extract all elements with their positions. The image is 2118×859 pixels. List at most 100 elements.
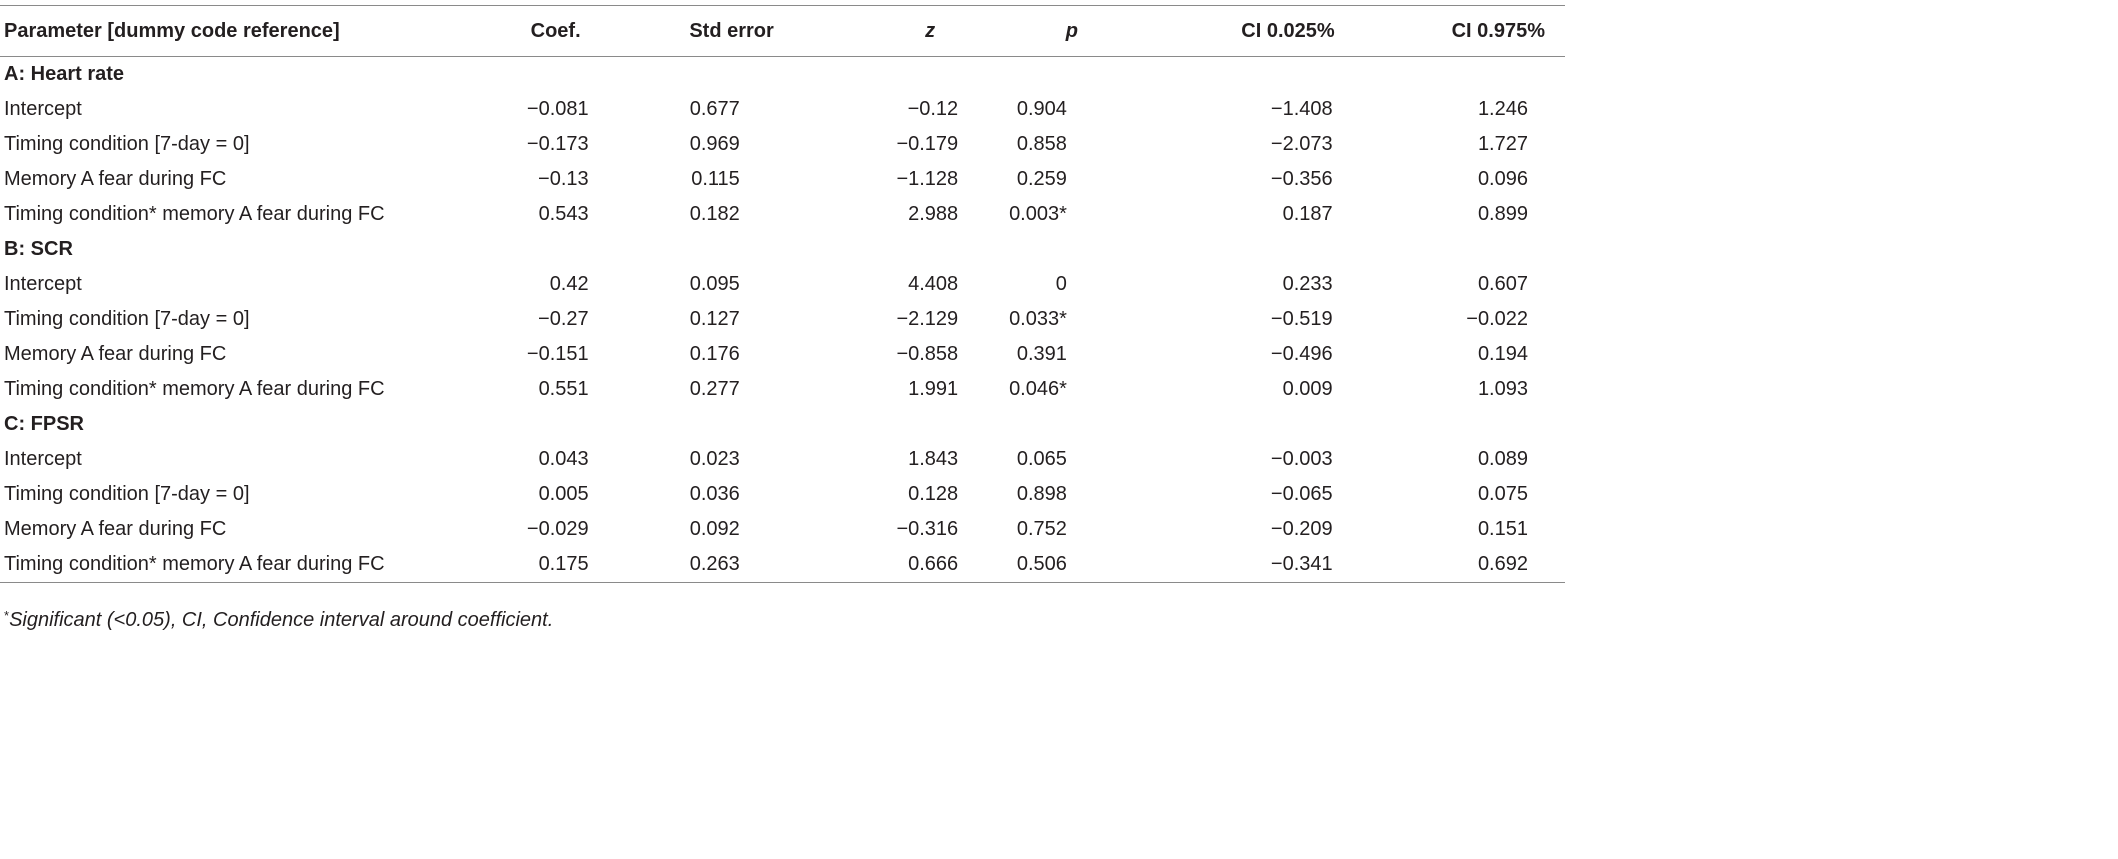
cell-p: 0.898 [1016,483,1067,505]
cell-z: 2.988 [908,203,959,225]
table-row: Timing condition* memory A fear during F… [0,197,1565,232]
cell-coef: −0.27 [538,308,589,330]
footnote-text: Significant (<0.05), CI, Confidence inte… [9,609,554,631]
cell-coef: −0.151 [526,343,589,365]
cell-ci-lower: −2.073 [1270,133,1333,155]
cell-parameter: Timing condition [7-day = 0] [4,133,250,155]
cell-ci-lower: −0.065 [1270,483,1333,505]
cell-ci-upper: 0.194 [1477,343,1528,365]
cell-z: 0.128 [908,483,959,505]
table-body: A: Heart rate Intercept −0.081 0.677 −0.12 0.… [0,57,1565,583]
header-ci-upper: CI 0.975% [1334,5,1565,57]
section-title: B: SCR [4,238,73,260]
cell-ci-lower: 0.233 [1282,273,1333,295]
header-std-error: Std error [592,5,774,57]
page: Parameter [dummy code reference] Coef. Std… [0,5,1565,632]
section-row: C: FPSR [0,407,1565,442]
cell-z: 1.991 [908,378,959,400]
table-row: Timing condition* memory A fear during F… [0,372,1565,407]
cell-p: 0.858 [1016,133,1067,155]
cell-std-error: 0.036 [689,483,740,505]
header-z: z [773,5,966,57]
cell-z: −1.128 [896,168,959,190]
cell-parameter: Timing condition* memory A fear during F… [4,203,385,225]
cell-ci-lower: −1.408 [1270,98,1333,120]
cell-p: 0.033* [1009,308,1067,330]
table-row: Memory A fear during FC −0.13 0.115 −1.128 0… [0,162,1565,197]
cell-z: −0.179 [896,133,959,155]
cell-coef: −0.081 [526,98,589,120]
cell-coef: 0.551 [538,378,589,400]
header-p: p [965,5,1128,57]
cell-std-error: 0.095 [689,273,740,295]
cell-p: 0.904 [1016,98,1067,120]
cell-p: 0.506 [965,547,1128,583]
table-row: Intercept 0.043 0.023 1.843 0.065 −0.003 0.089 [0,442,1565,477]
table-row: Memory A fear during FC −0.151 0.176 −0.858… [0,337,1565,372]
cell-coef: 0.543 [538,203,589,225]
section-title: A: Heart rate [4,63,125,85]
cell-p: 0.391 [1016,343,1067,365]
cell-ci-lower: −0.003 [1270,448,1333,470]
cell-parameter: Memory A fear during FC [4,168,227,190]
cell-z: −0.858 [896,343,959,365]
table-row: Timing condition [7-day = 0] −0.27 0.127 −2… [0,302,1565,337]
cell-std-error: 0.969 [689,133,740,155]
section-row: A: Heart rate [0,57,1565,93]
cell-ci-upper: 0.607 [1477,273,1528,295]
cell-std-error: 0.176 [689,343,740,365]
cell-coef: 0.175 [450,547,593,583]
cell-z: −0.316 [896,518,959,540]
cell-ci-lower: −0.209 [1270,518,1333,540]
cell-std-error: 0.023 [689,448,740,470]
cell-z: 0.666 [773,547,966,583]
cell-parameter: Timing condition [7-day = 0] [4,308,250,330]
cell-ci-upper: 1.093 [1477,378,1528,400]
section-row: B: SCR [0,232,1565,267]
cell-coef: 0.42 [549,273,589,295]
cell-p: 0.065 [1016,448,1067,470]
cell-ci-upper: 0.075 [1477,483,1528,505]
cell-p: 0.046* [1009,378,1067,400]
table-row: Timing condition [7-day = 0] 0.005 0.036 0.… [0,477,1565,512]
cell-parameter: Memory A fear during FC [4,343,227,365]
cell-parameter: Intercept [4,98,82,120]
cell-parameter: Intercept [4,273,82,295]
cell-ci-upper: −0.022 [1466,308,1528,330]
cell-parameter: Timing condition* memory A fear during F… [0,547,451,583]
header-ci-lower: CI 0.025% [1127,5,1335,57]
cell-std-error: 0.092 [689,518,740,540]
cell-p: 0.259 [1016,168,1067,190]
cell-coef: −0.173 [526,133,589,155]
cell-p: 0 [1055,273,1067,295]
cell-std-error: 0.115 [691,168,740,190]
cell-ci-lower: −0.341 [1127,547,1335,583]
cell-coef: 0.005 [538,483,589,505]
cell-ci-lower: −0.519 [1270,308,1333,330]
cell-z: −0.12 [907,98,959,120]
header-row: Parameter [dummy code reference] Coef. Std… [0,5,1565,57]
cell-ci-lower: 0.009 [1282,378,1333,400]
cell-ci-upper: 0.151 [1477,518,1528,540]
cell-std-error: 0.182 [689,203,740,225]
cell-ci-upper: 0.096 [1477,168,1528,190]
cell-p: 0.003* [1009,203,1067,225]
cell-z: 1.843 [908,448,959,470]
cell-parameter: Timing condition [7-day = 0] [4,483,250,505]
cell-ci-upper: 1.727 [1477,133,1528,155]
cell-std-error: 0.677 [689,98,740,120]
cell-parameter: Intercept [4,448,82,470]
cell-z: 4.408 [908,273,959,295]
cell-std-error: 0.277 [689,378,740,400]
table-row: Intercept 0.42 0.095 4.408 0 0.233 0.607 [0,267,1565,302]
footnote-marker: * [4,608,10,623]
results-table: Parameter [dummy code reference] Coef. Std… [0,5,1565,583]
cell-ci-upper: 0.692 [1334,547,1565,583]
cell-ci-upper: 0.899 [1477,203,1528,225]
cell-p: 0.752 [1016,518,1067,540]
cell-parameter: Timing condition* memory A fear during F… [4,378,385,400]
cell-coef: 0.043 [538,448,589,470]
table-footnote: *Significant (<0.05), CI, Confidence int… [4,608,553,632]
table-row: Intercept −0.081 0.677 −0.12 0.904 −1.408 1.24… [0,92,1565,127]
cell-coef: −0.13 [538,168,589,190]
